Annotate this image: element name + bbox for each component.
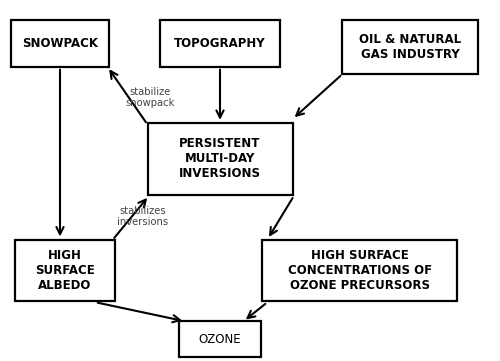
Text: OIL & NATURAL
GAS INDUSTRY: OIL & NATURAL GAS INDUSTRY xyxy=(359,33,461,61)
Text: HIGH SURFACE
CONCENTRATIONS OF
OZONE PRECURSORS: HIGH SURFACE CONCENTRATIONS OF OZONE PRE… xyxy=(288,249,432,292)
FancyBboxPatch shape xyxy=(262,240,458,301)
Text: HIGH
SURFACE
ALBEDO: HIGH SURFACE ALBEDO xyxy=(35,249,95,292)
FancyBboxPatch shape xyxy=(148,123,292,195)
Text: stabilize
snowpack: stabilize snowpack xyxy=(126,87,174,108)
FancyBboxPatch shape xyxy=(15,240,115,301)
Text: OZONE: OZONE xyxy=(198,333,242,346)
FancyBboxPatch shape xyxy=(11,20,109,67)
Text: stabilizes
inversions: stabilizes inversions xyxy=(117,206,168,227)
FancyBboxPatch shape xyxy=(160,20,280,67)
Text: TOPOGRAPHY: TOPOGRAPHY xyxy=(174,37,266,50)
Text: SNOWPACK: SNOWPACK xyxy=(22,37,98,50)
FancyBboxPatch shape xyxy=(342,20,477,74)
Text: PERSISTENT
MULTI-DAY
INVERSIONS: PERSISTENT MULTI-DAY INVERSIONS xyxy=(179,137,261,180)
FancyBboxPatch shape xyxy=(179,321,261,357)
